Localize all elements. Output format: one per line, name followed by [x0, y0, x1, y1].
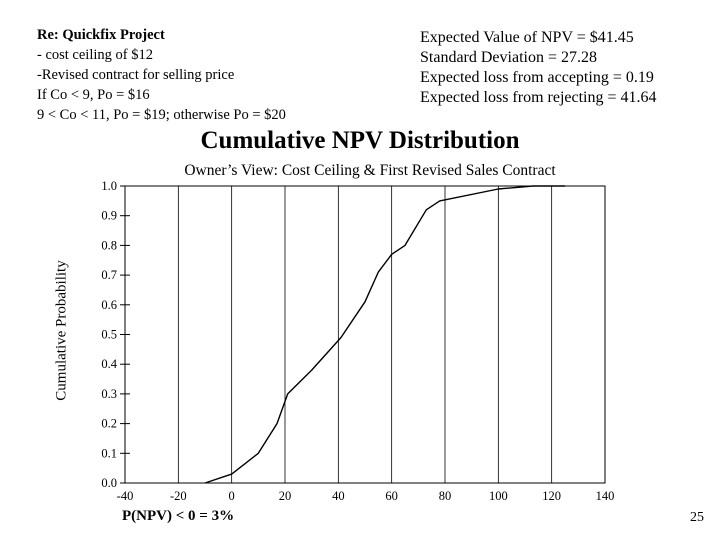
x-tick-label: 100 [489, 489, 508, 503]
x-tick-label: -40 [117, 489, 134, 503]
chart-title: Cumulative NPV Distribution [200, 127, 520, 154]
note-line: If Co < 9, Po = $16 [37, 87, 150, 103]
y-tick-label: 0.1 [101, 446, 117, 460]
y-tick-label: 0.3 [101, 387, 117, 401]
x-tick-label: 140 [596, 489, 615, 503]
page-number: 25 [690, 510, 704, 525]
project-notes: Re: Quickfix Project - cost ceiling of $… [37, 25, 286, 125]
y-tick-label: 0.7 [101, 268, 117, 282]
x-tick-label: 120 [542, 489, 561, 503]
project-title: Re: Quickfix Project [37, 27, 165, 43]
cumulative-distribution-line [204, 185, 565, 484]
y-tick-label: 0.0 [101, 476, 117, 490]
y-tick-label: 1.0 [101, 179, 117, 193]
y-tick-label: 0.9 [101, 209, 117, 223]
stat-line: Expected loss from rejecting = 41.64 [420, 89, 657, 106]
x-tick-label: 40 [332, 489, 345, 503]
y-tick-label: 0.4 [101, 357, 117, 371]
footnote: P(NPV) < 0 = 3% [122, 508, 235, 524]
y-tick-label: 0.8 [101, 238, 117, 252]
chart-subtitle: Owner’s View: Cost Ceiling & First Revis… [184, 162, 556, 179]
stat-line: Expected Value of NPV = $41.45 [420, 29, 634, 46]
plot-frame [124, 185, 606, 484]
npv-statistics: Expected Value of NPV = $41.45 Standard … [420, 28, 657, 108]
stat-line: Standard Deviation = 27.28 [420, 49, 597, 66]
x-tick-label: -20 [170, 489, 187, 503]
x-tick-label: 20 [279, 489, 292, 503]
x-tick-label: 80 [439, 489, 452, 503]
y-tick-label: 0.6 [101, 298, 117, 312]
stat-line: Expected loss from accepting = 0.19 [420, 69, 654, 86]
y-tick-label: 0.2 [101, 417, 117, 431]
note-line: 9 < Co < 11, Po = $19; otherwise Po = $2… [37, 107, 286, 123]
x-tick-label: 0 [229, 489, 235, 503]
note-line: -Revised contract for selling price [37, 67, 235, 83]
x-tick-label: 60 [385, 489, 398, 503]
note-line: - cost ceiling of $12 [37, 47, 153, 63]
y-tick-label: 0.5 [101, 328, 117, 342]
